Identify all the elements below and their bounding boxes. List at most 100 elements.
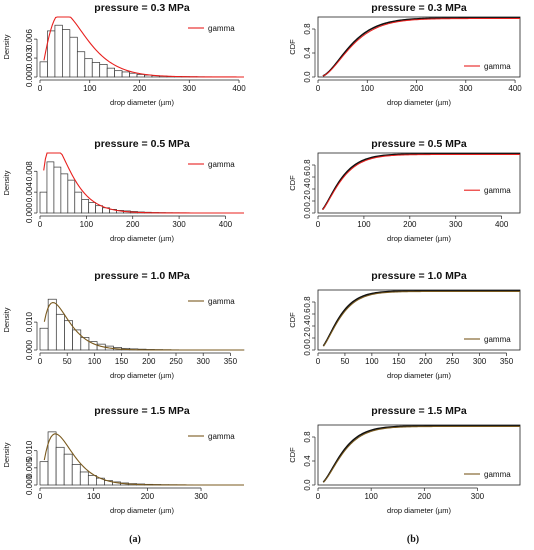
chart-7-y-label: Density bbox=[2, 442, 11, 467]
chart-6-x-tick-label-1: 50 bbox=[340, 357, 349, 366]
chart-1-legend-label: gamma bbox=[208, 24, 235, 33]
chart-3-bar-3 bbox=[60, 173, 69, 214]
chart-5-x-tick-label-3: 150 bbox=[115, 357, 129, 366]
chart-1-title: pressure = 0.3 MPa bbox=[94, 2, 190, 14]
chart-7-gamma-curve bbox=[43, 433, 244, 486]
chart-3-x-tick-label-0: 0 bbox=[38, 220, 43, 229]
chart-4-x-tick-label-0: 0 bbox=[316, 220, 321, 229]
chart-3-y-tick-label-1: 0.004 bbox=[25, 182, 34, 203]
chart-1-y-tick-label-2: 0.006 bbox=[25, 29, 34, 50]
chart-3-x-tick-label-4: 400 bbox=[219, 220, 233, 229]
chart-2-x-label: drop diameter (µm) bbox=[387, 98, 451, 107]
chart-2-empirical-cdf-line bbox=[322, 17, 520, 77]
chart-8-y-tick-label-0: 0.0 bbox=[303, 479, 312, 491]
chart-8-gamma-cdf-line bbox=[322, 426, 520, 483]
chart-8-x-label: drop diameter (µm) bbox=[387, 506, 451, 515]
chart-3-bar-4 bbox=[67, 179, 76, 214]
chart-2-legend-label: gamma bbox=[484, 62, 511, 71]
chart-6-plot-frame bbox=[317, 289, 521, 351]
chart-6-x-tick-label-4: 200 bbox=[419, 357, 433, 366]
chart-3-legend-label: gamma bbox=[208, 160, 235, 169]
panel-label-b: (b) bbox=[407, 534, 419, 545]
chart-8-x-tick-label-1: 100 bbox=[364, 492, 378, 501]
chart-1-y-tick-label-0: 0.000 bbox=[25, 66, 34, 87]
chart-2-x-tick-label-4: 400 bbox=[508, 84, 522, 93]
chart-4-y-tick-label-2: 0.4 bbox=[303, 183, 312, 195]
chart-3-gamma-curve bbox=[43, 152, 244, 214]
chart-7-y-tick-label-0: 0.000 bbox=[25, 474, 34, 495]
chart-2-x-tick-label-2: 200 bbox=[410, 84, 424, 93]
chart-5-bar-2 bbox=[55, 313, 65, 351]
chart-1-bar-11 bbox=[121, 71, 130, 78]
chart-1-x-tick-label-1: 100 bbox=[83, 84, 97, 93]
chart-1-bar-10 bbox=[114, 70, 123, 78]
chart-3-title: pressure = 0.5 MPa bbox=[94, 138, 190, 150]
chart-4-legend-label: gamma bbox=[484, 186, 511, 195]
chart-4-gamma-cdf-line bbox=[322, 154, 520, 211]
chart-3-bar-1 bbox=[46, 161, 55, 214]
chart-3-x-tick-label-1: 100 bbox=[80, 220, 94, 229]
chart-4-x-label: drop diameter (µm) bbox=[387, 234, 451, 243]
chart-6-gamma-cdf-line bbox=[322, 291, 520, 347]
chart-8-plot-frame bbox=[317, 424, 521, 486]
chart-1-y-tick-label-1: 0.003 bbox=[25, 47, 34, 68]
chart-1-x-tick-label-3: 300 bbox=[183, 84, 197, 93]
chart-1-gamma-curve bbox=[43, 16, 244, 78]
chart-8-y-tick-label-1: 0.4 bbox=[303, 455, 312, 467]
chart-6-y-label: CDF bbox=[288, 312, 297, 328]
chart-4-y-tick-label-1: 0.2 bbox=[303, 195, 312, 207]
chart-6-title: pressure = 1.0 MPa bbox=[371, 270, 467, 282]
chart-2-x-tick-label-3: 300 bbox=[459, 84, 473, 93]
chart-5-bar-0 bbox=[39, 327, 49, 351]
chart-7-bar-4 bbox=[71, 464, 81, 486]
chart-1-x-label: drop diameter (µm) bbox=[110, 98, 174, 107]
chart-5-bar-6 bbox=[88, 341, 98, 351]
chart-2-x-tick-label-1: 100 bbox=[361, 84, 375, 93]
chart-2-y-tick-label-1: 0.4 bbox=[303, 47, 312, 59]
chart-4-x-tick-label-2: 200 bbox=[403, 220, 417, 229]
chart-5-bar-4 bbox=[72, 329, 82, 351]
chart-3-y-label: Density bbox=[2, 170, 11, 195]
chart-8-y-tick-label-2: 0.8 bbox=[303, 431, 312, 443]
chart-2-y-tick-label-0: 0.0 bbox=[303, 71, 312, 83]
chart-6-empirical-cdf-line bbox=[322, 290, 520, 347]
chart-1-bar-7 bbox=[91, 62, 101, 78]
chart-1-bar-9 bbox=[106, 67, 115, 78]
chart-7-x-tick-label-3: 300 bbox=[194, 492, 208, 501]
chart-5-x-tick-label-0: 0 bbox=[38, 357, 43, 366]
chart-7-title: pressure = 1.5 MPa bbox=[94, 405, 190, 417]
chart-4-y-tick-label-3: 0.6 bbox=[303, 171, 312, 183]
chart-5-y-tick-label-0: 0.000 bbox=[25, 339, 34, 360]
chart-6-y-tick-label-4: 0.8 bbox=[303, 296, 312, 308]
chart-5-gamma-curve bbox=[43, 301, 244, 351]
chart-7-x-tick-label-0: 0 bbox=[38, 492, 43, 501]
chart-2-y-tick-label-2: 0.8 bbox=[303, 23, 312, 35]
chart-3-bar-0 bbox=[39, 191, 48, 214]
chart-8-legend-label: gamma bbox=[484, 470, 511, 479]
chart-5-legend-label: gamma bbox=[208, 297, 235, 306]
chart-7-bar-6 bbox=[87, 475, 97, 486]
chart-1-bar-0 bbox=[39, 61, 48, 78]
chart-1-x-tick-label-4: 400 bbox=[232, 84, 246, 93]
chart-7-bar-3 bbox=[63, 453, 73, 486]
chart-7-bar-2 bbox=[55, 446, 65, 486]
chart-1-bar-5 bbox=[76, 51, 86, 78]
chart-4-plot-frame bbox=[317, 152, 521, 214]
chart-4-title: pressure = 0.5 MPa bbox=[371, 138, 467, 150]
chart-6-x-tick-label-2: 100 bbox=[365, 357, 379, 366]
chart-7-legend-label: gamma bbox=[208, 432, 235, 441]
chart-8-x-tick-label-3: 300 bbox=[471, 492, 485, 501]
chart-1-x-tick-label-2: 200 bbox=[133, 84, 147, 93]
chart-7-bar-0 bbox=[39, 461, 49, 486]
chart-3-bar-6 bbox=[81, 199, 90, 214]
chart-5-x-tick-label-5: 250 bbox=[169, 357, 183, 366]
chart-2-gamma-cdf-line bbox=[322, 18, 520, 77]
chart-5-x-label: drop diameter (µm) bbox=[110, 371, 174, 380]
chart-7-y-tick-label-1: 0.005 bbox=[25, 457, 34, 478]
chart-3-x-tick-label-2: 200 bbox=[126, 220, 140, 229]
chart-1-bar-8 bbox=[99, 64, 108, 78]
chart-5-y-label: Density bbox=[2, 307, 11, 332]
chart-2-title: pressure = 0.3 MPa bbox=[371, 2, 467, 14]
chart-5-x-tick-label-4: 200 bbox=[142, 357, 156, 366]
